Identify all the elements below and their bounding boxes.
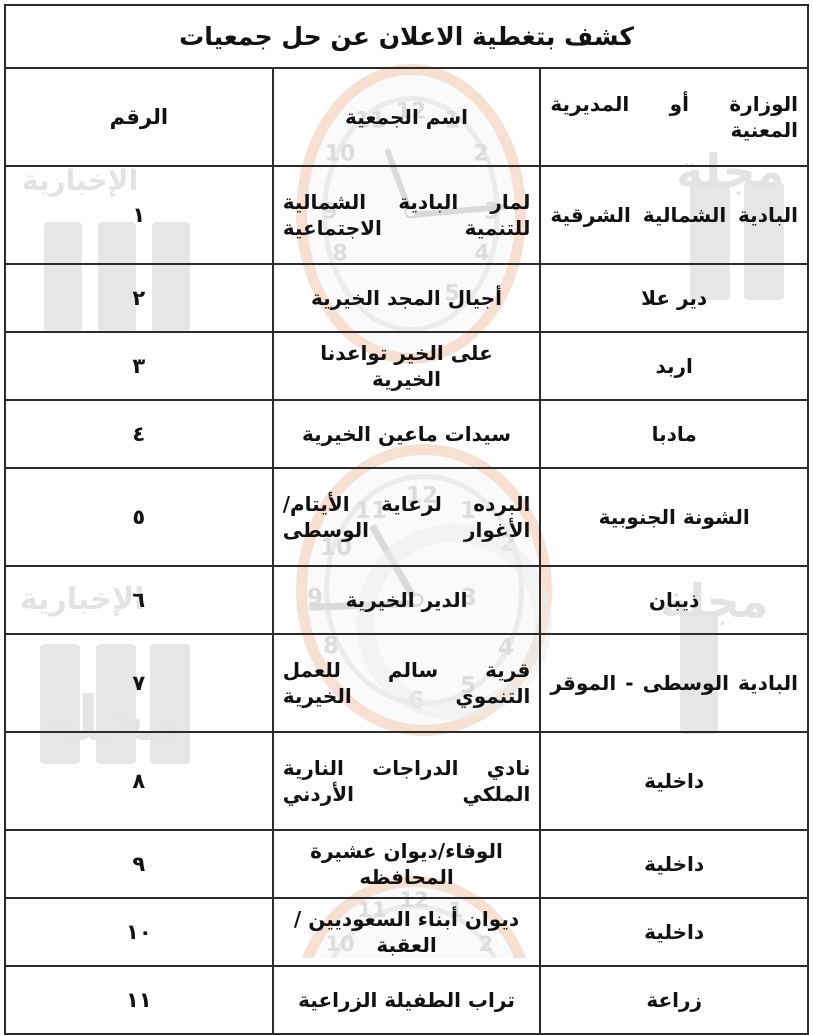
table-row[interactable]: داخلية ديوان أبناء السعوديين /العقبة ١٠	[4, 897, 809, 967]
table-row[interactable]: البادية الشمالية الشرقية لمار البادية ال…	[4, 165, 809, 265]
cell-ministry: زراعة	[539, 965, 809, 1035]
cell-name: سيدات ماعين الخيرية	[271, 399, 542, 469]
cell-ministry: داخلية	[539, 829, 809, 899]
table-row[interactable]: داخلية نادي الدراجات النارية الملكي الأر…	[4, 731, 809, 831]
table-row[interactable]: دير علا أجيال المجد الخيرية ٢	[4, 263, 809, 333]
cell-name: أجيال المجد الخيرية	[271, 263, 542, 333]
cell-ministry: داخلية	[539, 731, 809, 831]
cell-ministry: مادبا	[539, 399, 809, 469]
cell-number: ١٠	[4, 897, 274, 967]
column-header-number: الرقم	[4, 67, 274, 167]
cell-ministry: اربد	[539, 331, 809, 401]
cell-number: ١١	[4, 965, 274, 1035]
table-row[interactable]: داخلية الوفاء/ديوان عشيرة المحافظه ٩	[4, 829, 809, 899]
dissolved-associations-table: كشف بتغطية الاعلان عن حل جمعيات الوزارة …	[4, 4, 809, 1035]
cell-ministry: الشونة الجنوبية	[539, 467, 809, 567]
cell-number: ٩	[4, 829, 274, 899]
table-row[interactable]: اربد على الخير تواعدنا الخيرية ٣	[4, 331, 809, 401]
table-row[interactable]: مادبا سيدات ماعين الخيرية ٤	[4, 399, 809, 469]
cell-number: ٣	[4, 331, 274, 401]
cell-ministry: داخلية	[539, 897, 809, 967]
table-title-row: كشف بتغطية الاعلان عن حل جمعيات	[4, 4, 809, 69]
page-title: كشف بتغطية الاعلان عن حل جمعيات	[4, 4, 809, 69]
table-row[interactable]: البادية الوسطى - الموقر قرية سالم للعمل …	[4, 633, 809, 733]
report-sheet: كشف بتغطية الاعلان عن حل جمعيات الوزارة …	[0, 4, 813, 1035]
cell-name: تراب الطفيلة الزراعية	[271, 965, 542, 1035]
column-header-name: اسم الجمعية	[271, 67, 542, 167]
cell-number: ٢	[4, 263, 274, 333]
cell-number: ٤	[4, 399, 274, 469]
cell-number: ٥	[4, 467, 274, 567]
table-row[interactable]: زراعة تراب الطفيلة الزراعية ١١	[4, 965, 809, 1035]
cell-ministry: البادية الشمالية الشرقية	[539, 165, 809, 265]
cell-name: ديوان أبناء السعوديين /العقبة	[271, 897, 542, 967]
cell-name: على الخير تواعدنا الخيرية	[271, 331, 542, 401]
cell-name: الدير الخيرية	[271, 565, 542, 635]
cell-name: الوفاء/ديوان عشيرة المحافظه	[271, 829, 542, 899]
cell-number: ٧	[4, 633, 274, 733]
table-row[interactable]: ذيبان الدير الخيرية ٦	[4, 565, 809, 635]
cell-ministry: ذيبان	[539, 565, 809, 635]
table-header-row: الوزارة أو المديرية المعنية اسم الجمعية …	[4, 67, 809, 167]
cell-name: لمار البادية الشمالية للتنمية الاجتماعية	[271, 165, 542, 265]
cell-number: ١	[4, 165, 274, 265]
cell-number: ٨	[4, 731, 274, 831]
cell-name: قرية سالم للعمل التنموي الخيرية	[271, 633, 542, 733]
cell-ministry: البادية الوسطى - الموقر	[539, 633, 809, 733]
table-row[interactable]: الشونة الجنوبية البرده لرعاية الأيتام/ال…	[4, 467, 809, 567]
cell-name: نادي الدراجات النارية الملكي الأردني	[271, 731, 542, 831]
column-header-ministry: الوزارة أو المديرية المعنية	[539, 67, 809, 167]
cell-ministry: دير علا	[539, 263, 809, 333]
cell-number: ٦	[4, 565, 274, 635]
cell-name: البرده لرعاية الأيتام/الأغوار الوسطى	[271, 467, 542, 567]
